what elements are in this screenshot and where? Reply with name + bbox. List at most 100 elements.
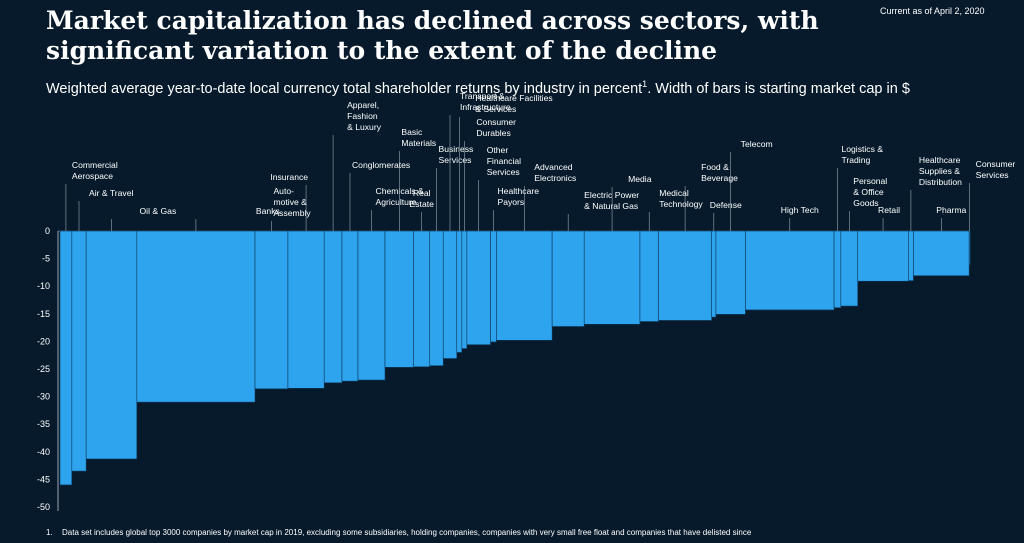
bar: [323, 230, 343, 384]
subtitle-main: Weighted average year-to-date local curr…: [46, 80, 643, 97]
category-label: Retail: [878, 205, 900, 215]
category-label-line: Healthcare: [497, 186, 539, 196]
category-label: Healthcare Supplies & Distribution: [919, 155, 962, 187]
bar: [384, 230, 415, 368]
bar: [711, 230, 717, 318]
category-label-line: Banks: [256, 206, 280, 216]
category-label-line: Assembly: [273, 208, 311, 218]
category-label-line: Healthcare Facilities: [475, 93, 552, 103]
bar: [341, 230, 359, 382]
y-tick-label: -45: [37, 474, 50, 484]
category-label-line: Insurance: [270, 172, 308, 182]
bar: [413, 230, 431, 368]
category-label-line: Electric Power: [584, 190, 639, 200]
category-label: Logistics & Trading: [841, 144, 883, 165]
category-label-line: motive &: [273, 197, 307, 207]
bars-group: [59, 230, 971, 486]
category-label: Consumer Services: [976, 159, 1016, 180]
category-label-line: Transport &: [460, 91, 505, 101]
y-tick-label: -30: [37, 392, 50, 402]
category-label: Defense: [710, 200, 742, 210]
category-label-line: Services: [976, 170, 1009, 180]
bar: [456, 230, 463, 353]
category-label-line: Payors: [497, 197, 524, 207]
bar: [461, 230, 468, 349]
category-label: Pharma: [936, 205, 966, 215]
category-label: High Tech: [781, 205, 819, 215]
bar: [254, 230, 289, 390]
category-label-line: Apparel,: [347, 100, 379, 110]
bar: [466, 230, 491, 346]
y-tick-label: -5: [42, 254, 50, 264]
bar: [490, 230, 497, 343]
category-label: Electric Power & Natural Gas: [584, 190, 639, 211]
y-tick-label: 0: [45, 226, 50, 236]
category-label-line: Services: [487, 167, 520, 177]
category-label-line: Pharma: [936, 205, 966, 215]
bar: [913, 230, 970, 277]
category-label-line: Aerospace: [72, 171, 113, 181]
bar: [857, 230, 909, 282]
category-label: Other Financial Services: [487, 145, 521, 177]
category-label-line: Logistics &: [841, 144, 883, 154]
category-label-line: Supplies &: [919, 166, 960, 176]
category-label-line: Technology: [659, 199, 703, 209]
category-label: Conglomerates: [352, 160, 410, 170]
bar: [715, 230, 746, 315]
category-label: Telecom: [741, 139, 773, 149]
bar: [833, 230, 842, 309]
category-label-line: Retail: [878, 205, 900, 215]
category-label: Apparel, Fashion & Luxury: [347, 100, 382, 132]
category-label-line: Personal: [853, 176, 887, 186]
category-label-line: Defense: [710, 200, 742, 210]
bar: [59, 230, 73, 486]
category-label-line: Financial: [487, 156, 521, 166]
as-of-date: Current as of April 2, 2020: [880, 6, 985, 16]
category-label-line: Services: [438, 155, 471, 165]
bar: [71, 230, 87, 472]
bar: [658, 230, 712, 321]
bar: [583, 230, 641, 325]
category-label-line: Agriculture: [375, 197, 416, 207]
bar: [429, 230, 444, 366]
category-label: Auto-motive & Assembly: [273, 186, 311, 218]
category-label-line: Medical: [659, 188, 689, 198]
category-label: Banks: [256, 206, 280, 216]
category-label-line: Oil & Gas: [139, 206, 176, 216]
bar: [639, 230, 659, 322]
category-label-line: Materials: [401, 138, 436, 148]
category-label-line: Trading: [841, 155, 870, 165]
category-label: Healthcare Facilities & Services: [475, 93, 552, 114]
footnote-text: Data set includes global top 3000 compan…: [62, 528, 752, 537]
category-label-line: Conglomerates: [352, 160, 410, 170]
bar: [136, 230, 256, 403]
bar: [968, 230, 971, 265]
category-label-line: Auto-: [273, 186, 294, 196]
y-tick-label: -15: [37, 309, 50, 319]
category-label-line: Electronics: [534, 173, 576, 183]
footnote-number: 1.: [46, 528, 53, 537]
category-label: Chemicals & Agriculture: [375, 186, 424, 207]
category-label-line: Air & Travel: [89, 188, 134, 198]
category-label-line: Telecom: [741, 139, 773, 149]
category-label-line: Consumer: [476, 117, 516, 127]
category-label-line: Durables: [476, 128, 510, 138]
category-label-line: & Services: [475, 104, 516, 114]
category-label-line: Media: [628, 174, 652, 184]
bar: [496, 230, 553, 341]
category-label: Air & Travel: [89, 188, 134, 198]
y-tick-label: -50: [37, 502, 50, 512]
y-tick-label: -35: [37, 419, 50, 429]
y-tick-label: -20: [37, 336, 50, 346]
bar: [908, 230, 914, 281]
category-label-line: Beverage: [701, 173, 738, 183]
category-label-line: Distribution: [919, 177, 962, 187]
category-label: Medical Technology: [659, 188, 703, 209]
chart-subtitle: Weighted average year-to-date local curr…: [46, 75, 1006, 98]
bar: [442, 230, 458, 359]
category-label-line: Healthcare: [919, 155, 961, 165]
category-label: Personal & Office Goods: [853, 176, 887, 208]
bar: [840, 230, 859, 307]
bar: [551, 230, 585, 327]
